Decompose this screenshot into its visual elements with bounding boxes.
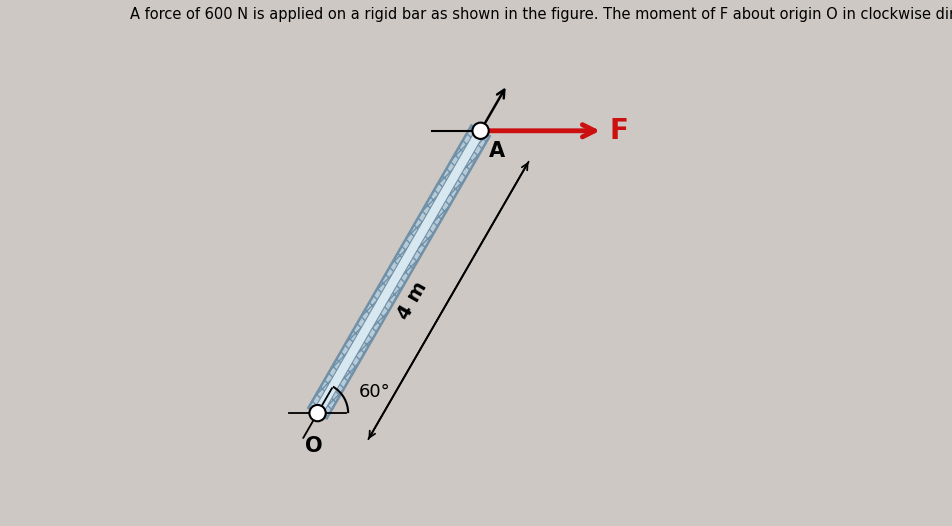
- Circle shape: [309, 405, 326, 421]
- Polygon shape: [313, 128, 485, 416]
- Text: F: F: [608, 117, 627, 145]
- Text: 4 m: 4 m: [393, 278, 430, 323]
- Text: O: O: [305, 436, 322, 456]
- Text: 60°: 60°: [358, 383, 389, 401]
- Text: A force of 600 N is applied on a rigid bar as shown in the figure. The moment of: A force of 600 N is applied on a rigid b…: [130, 7, 952, 22]
- Polygon shape: [308, 126, 489, 418]
- Circle shape: [472, 123, 488, 139]
- Text: A: A: [488, 140, 505, 160]
